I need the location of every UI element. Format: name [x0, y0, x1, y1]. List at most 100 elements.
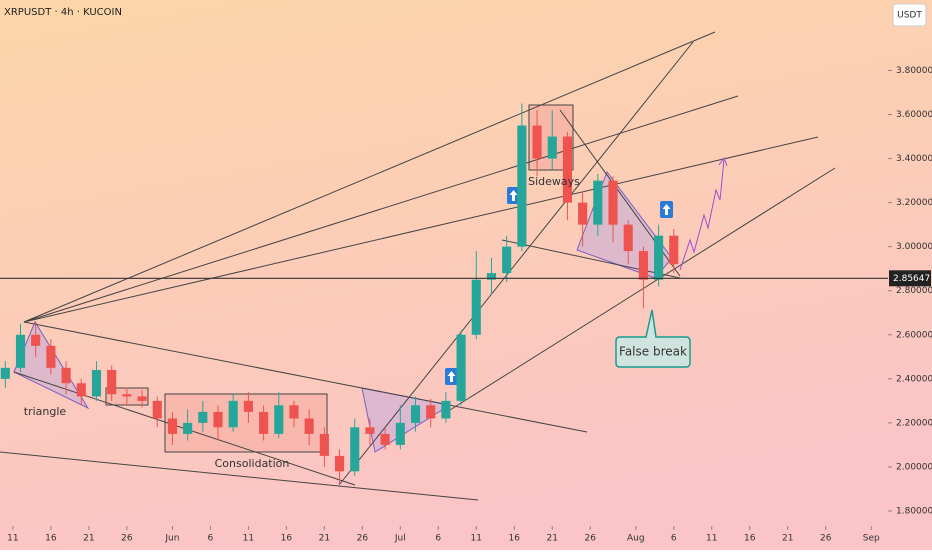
candle-body — [198, 411, 208, 423]
x-tick-label: 16 — [45, 534, 57, 544]
x-tick-label: Sep — [863, 534, 880, 544]
y-tick-label: 2.20000 — [896, 418, 932, 428]
y-tick-label: 2.80000 — [896, 286, 932, 296]
candle-body — [122, 394, 132, 397]
candle-body — [623, 224, 633, 252]
y-tick-label: 3.80000 — [896, 66, 932, 76]
candle-body — [61, 367, 71, 384]
trend-line — [449, 167, 836, 411]
y-tick-label: 3.20000 — [896, 198, 932, 208]
candle-body — [669, 235, 679, 265]
x-tick-label: 11 — [706, 534, 717, 544]
y-tick-label: 3.00000 — [896, 242, 932, 252]
x-tick-label: 26 — [820, 534, 832, 544]
x-tick-label: 16 — [744, 534, 756, 544]
candle-body — [243, 400, 253, 412]
candle-body — [608, 180, 618, 225]
candle-body — [593, 180, 603, 225]
candle-body — [334, 455, 345, 472]
chart-title: XRPUSDT · 4h · KUCOIN — [4, 7, 122, 18]
trend-line — [23, 31, 716, 323]
candle-body — [107, 370, 117, 395]
trend-line — [23, 95, 739, 323]
y-tick-label: 2.60000 — [896, 330, 932, 340]
candle-body — [137, 396, 147, 401]
candle-body — [365, 427, 375, 434]
x-tick-label: 11 — [243, 534, 254, 544]
trend-line — [23, 136, 819, 323]
candle-body — [319, 433, 329, 456]
candle-body — [183, 422, 193, 434]
candle-body — [228, 400, 238, 428]
x-tick-label: 26 — [585, 534, 597, 544]
up-arrow-icons — [445, 187, 673, 385]
candle-body — [395, 422, 405, 445]
projection-arrow — [718, 156, 728, 167]
trend-line — [0, 451, 479, 501]
candle-body — [213, 411, 223, 428]
x-tick-label: 21 — [83, 534, 94, 544]
candle-body — [486, 273, 497, 280]
candle-body — [167, 418, 177, 434]
candle-body — [76, 383, 86, 397]
candle-body — [638, 251, 648, 280]
candle-body — [350, 427, 360, 472]
candle-body — [31, 334, 41, 346]
candle-body — [532, 125, 542, 159]
y-tick-label: 2.40000 — [896, 374, 932, 384]
x-tick-label: 16 — [509, 534, 521, 544]
candle-body — [426, 405, 436, 419]
y-tick-label: 1.80000 — [896, 506, 932, 516]
annotation: False break — [619, 345, 687, 359]
candle-body — [502, 246, 512, 274]
projection — [679, 159, 725, 271]
candle-body — [654, 235, 664, 280]
x-tick-label: 11 — [7, 534, 18, 544]
currency-box — [892, 3, 927, 27]
candle-body — [46, 345, 56, 368]
candle-body — [517, 125, 527, 247]
x-tick-label: 11 — [471, 534, 482, 544]
callout — [615, 309, 691, 368]
price-label: 2.85647 — [893, 274, 930, 284]
x-tick-label: Jul — [394, 534, 406, 544]
annotation: Sideways — [528, 175, 580, 188]
trend-line — [23, 321, 588, 433]
annotation: Consolidation — [215, 457, 290, 470]
x-tick-label: 6 — [435, 534, 441, 544]
x-tick-label: 21 — [319, 534, 330, 544]
candle-body — [471, 279, 481, 335]
candle-body — [274, 405, 284, 434]
x-tick-label: 16 — [281, 534, 293, 544]
candle-body — [15, 334, 26, 368]
x-tick-label: 6 — [671, 534, 677, 544]
trend-line — [501, 239, 681, 279]
candle-body — [441, 400, 451, 419]
x-tick-label: 26 — [121, 534, 133, 544]
candle-body — [456, 334, 466, 401]
candle-body — [562, 136, 572, 203]
candle-body — [410, 405, 421, 423]
candle-body — [0, 367, 10, 379]
trend-line — [338, 41, 694, 486]
x-tick-label: 21 — [547, 534, 558, 544]
x-tick-label: Aug — [627, 534, 645, 544]
x-tick-label: 26 — [357, 534, 369, 544]
candle-body — [547, 136, 557, 159]
x-tick-label: Jun — [164, 534, 179, 544]
candle-body — [289, 405, 299, 419]
plot — [0, 103, 679, 485]
candle-body — [578, 202, 588, 225]
price-label-box — [889, 270, 931, 287]
y-tick-label: 3.40000 — [896, 154, 932, 164]
annotation: triangle — [24, 405, 67, 418]
candle-body — [304, 418, 314, 434]
candle-body — [91, 370, 102, 397]
candle-body — [152, 400, 162, 419]
currency: USDT — [897, 11, 922, 21]
x-tick-label: 21 — [782, 534, 793, 544]
y-tick-label: 2.00000 — [896, 462, 932, 472]
